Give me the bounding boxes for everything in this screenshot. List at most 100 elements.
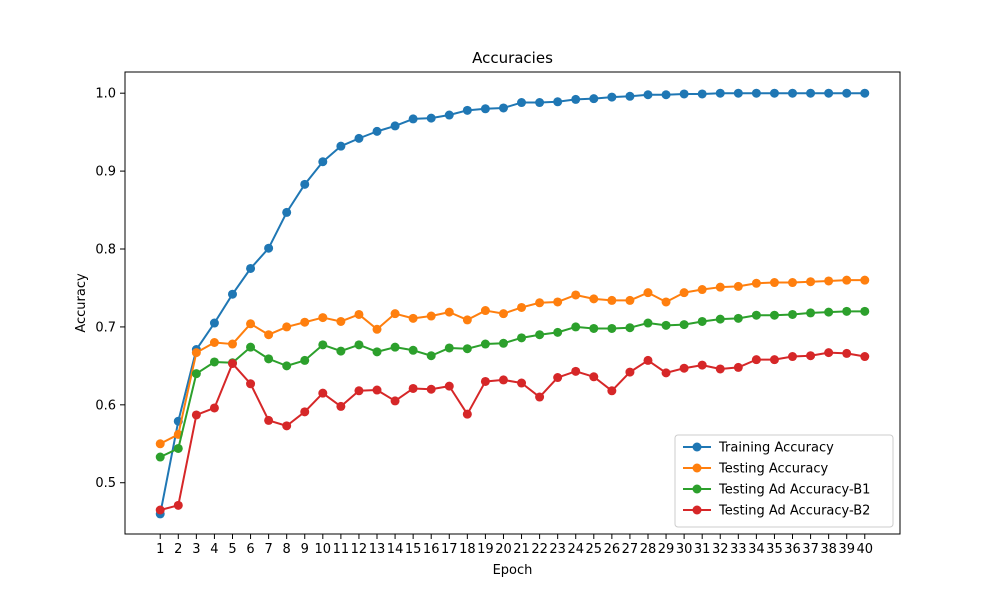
data-point [336, 346, 346, 356]
data-point [498, 338, 508, 348]
legend-label: Training Accuracy [718, 441, 834, 456]
data-point [607, 386, 617, 396]
data-point [372, 385, 382, 395]
data-point [480, 376, 490, 386]
x-tick-label: 27 [622, 542, 639, 557]
data-point [589, 94, 599, 104]
data-point [715, 88, 725, 98]
x-tick-label: 21 [513, 542, 530, 557]
data-point [408, 345, 418, 355]
data-point [264, 330, 274, 340]
data-point [354, 386, 364, 396]
data-point [715, 282, 725, 292]
data-point [300, 179, 310, 189]
data-point [589, 323, 599, 333]
data-point [733, 362, 743, 372]
data-point [571, 94, 581, 104]
data-point [246, 342, 256, 352]
data-point [589, 372, 599, 382]
data-point [408, 383, 418, 393]
legend-label: Testing Ad Accuracy-B2 [718, 504, 870, 519]
data-point [173, 500, 183, 510]
data-point [372, 126, 382, 136]
data-point [661, 320, 671, 330]
y-tick-label: 1.0 [95, 87, 116, 102]
x-tick-label: 20 [495, 542, 512, 557]
data-point [318, 157, 328, 167]
data-point [426, 351, 436, 361]
x-tick-label: 32 [712, 542, 729, 557]
data-point [842, 275, 852, 285]
x-tick-label: 15 [405, 542, 422, 557]
x-tick-label: 11 [333, 542, 350, 557]
data-point [390, 342, 400, 352]
data-point [860, 88, 870, 98]
data-point [769, 278, 779, 288]
x-tick-label: 14 [387, 542, 404, 557]
data-point [733, 281, 743, 291]
data-point [788, 278, 798, 288]
data-point [751, 355, 761, 365]
data-point [227, 339, 237, 349]
series-2 [155, 275, 870, 449]
legend-label: Testing Accuracy [718, 462, 828, 477]
data-point [444, 381, 454, 391]
legend-swatch-marker [692, 463, 702, 473]
legend-item: Testing Ad Accuracy-B1 [683, 483, 870, 498]
data-point [354, 309, 364, 319]
chart-title: Accuracies [472, 49, 553, 67]
data-point [679, 89, 689, 99]
data-point [517, 98, 527, 108]
data-point [426, 311, 436, 321]
data-point [535, 330, 545, 340]
x-tick-label: 38 [820, 542, 837, 557]
x-tick-label: 13 [369, 542, 386, 557]
x-tick-label: 9 [301, 542, 309, 557]
legend-label: Testing Ad Accuracy-B1 [718, 483, 870, 498]
data-point [553, 373, 563, 383]
data-point [625, 323, 635, 333]
data-point [625, 295, 635, 305]
data-point [390, 396, 400, 406]
data-point [643, 355, 653, 365]
x-tick-label: 12 [351, 542, 368, 557]
data-point [282, 322, 292, 332]
x-tick-label: 23 [549, 542, 566, 557]
data-point [679, 363, 689, 373]
data-point [155, 439, 165, 449]
data-point [589, 294, 599, 304]
data-point [191, 369, 201, 379]
data-point [643, 288, 653, 298]
x-tick-label: 34 [748, 542, 765, 557]
x-tick-label: 26 [604, 542, 621, 557]
data-point [824, 348, 834, 358]
data-point [498, 309, 508, 319]
x-tick-label: 29 [658, 542, 675, 557]
data-point [788, 352, 798, 362]
y-tick-label: 0.6 [95, 398, 116, 413]
x-axis-title: Epoch [493, 563, 533, 578]
data-point [842, 348, 852, 358]
data-point [733, 88, 743, 98]
x-tick-label: 40 [856, 542, 873, 557]
data-point [553, 297, 563, 307]
data-point [517, 302, 527, 312]
data-point [860, 275, 870, 285]
data-point [354, 133, 364, 143]
data-point [282, 421, 292, 431]
data-point [788, 309, 798, 319]
x-tick-label: 2 [174, 542, 182, 557]
legend-item: Training Accuracy [683, 441, 834, 456]
x-tick-label: 22 [531, 542, 548, 557]
data-point [462, 315, 472, 325]
x-tick-label: 10 [315, 542, 332, 557]
data-point [318, 340, 328, 350]
data-point [480, 339, 490, 349]
data-point [715, 314, 725, 324]
data-point [354, 340, 364, 350]
data-point [246, 379, 256, 389]
data-point [553, 327, 563, 337]
legend: Training Accuracy Testing Accuracy Testing… [674, 434, 894, 528]
x-tick-label: 3 [192, 542, 200, 557]
